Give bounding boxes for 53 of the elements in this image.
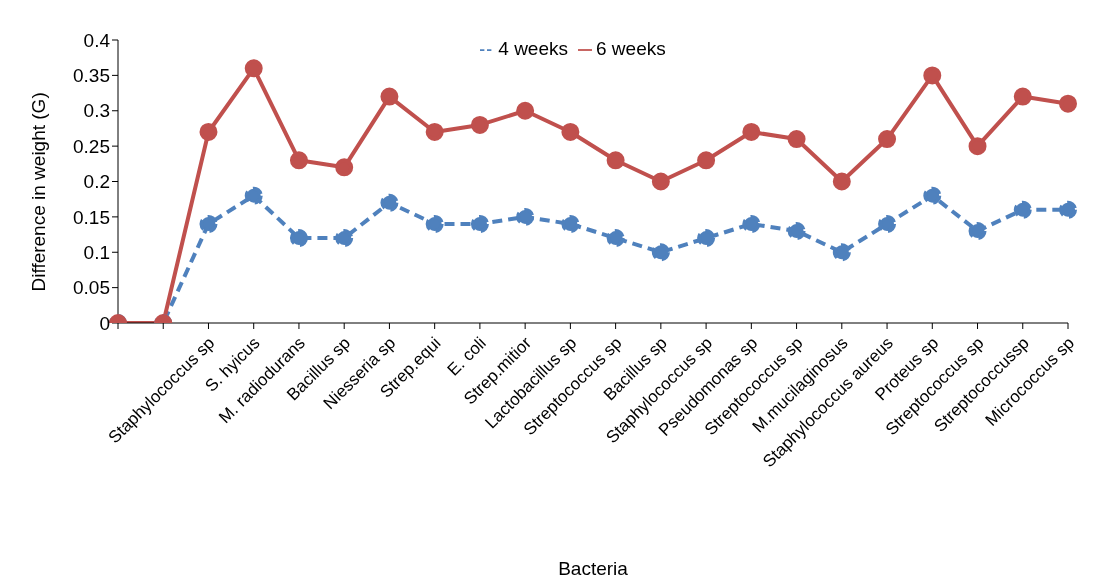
x-axis-title: Bacteria [558,558,629,579]
point [1013,87,1032,106]
y-tick-label: 0.15 [73,206,110,228]
point [380,87,399,106]
point [289,151,308,170]
point [923,66,942,85]
point [1059,94,1077,113]
point [1059,200,1077,219]
point [787,130,806,149]
point [335,229,354,248]
point [832,243,851,262]
point [923,186,942,205]
point [470,214,489,233]
point [697,151,716,170]
point [289,229,308,248]
y-tick-label: 0.1 [83,241,110,263]
point [1013,200,1032,219]
legend-label: 6 weeks [596,38,666,59]
point [742,122,761,141]
point [968,222,987,241]
point [606,151,625,170]
point [651,243,670,262]
point [561,214,580,233]
y-tick-label: 0.05 [73,277,110,299]
point [968,137,987,156]
point [878,130,897,149]
point [425,214,444,233]
point [516,207,535,226]
point [697,229,716,248]
point [199,122,218,141]
point [380,193,399,212]
point [561,122,580,141]
y-tick-label: 0.35 [73,65,110,87]
point [606,229,625,248]
point [651,172,670,191]
point [244,186,263,205]
point [832,172,851,191]
point [335,158,354,177]
point [516,101,535,120]
legend-label: 4 weeks [498,38,568,59]
point [470,115,489,134]
point [244,59,263,78]
y-axis-title: Difference in weight (G) [27,92,49,292]
point [742,214,761,233]
point [878,214,897,233]
point [425,122,444,141]
point [787,222,806,241]
y-tick-label: 0.3 [83,100,110,122]
y-tick-label: 0 [99,312,110,334]
y-tick-label: 0.2 [83,171,110,193]
point [199,214,218,233]
y-tick-label: 0.25 [73,135,110,157]
y-tick-label: 0.4 [83,29,111,51]
